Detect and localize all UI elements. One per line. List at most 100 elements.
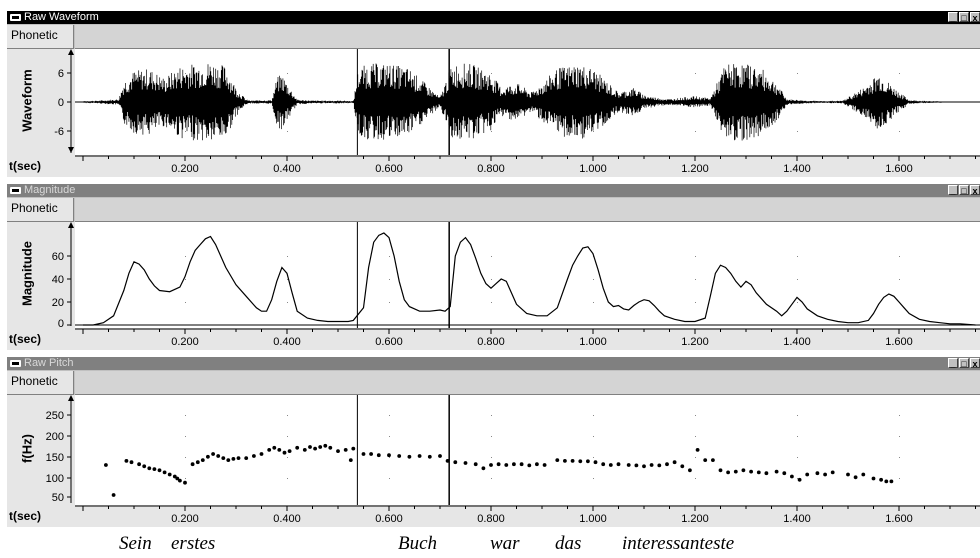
pitch-point: [871, 476, 876, 481]
pitch-point: [323, 443, 328, 448]
y-tick-label: 60: [52, 251, 64, 263]
pitch-point: [741, 468, 746, 473]
pitch-point: [797, 477, 802, 482]
pitch-point: [586, 459, 590, 464]
maximize-button[interactable]: □: [959, 358, 969, 369]
pitch-point: [282, 450, 287, 455]
pitch-point: [152, 467, 157, 471]
waveform-plot[interactable]: [75, 49, 980, 155]
word-label: Buch: [398, 533, 438, 554]
pitch-point: [343, 448, 348, 452]
pitch-point: [104, 463, 108, 467]
pitch-point: [195, 460, 200, 465]
pitch-point: [665, 462, 669, 467]
minimize-button[interactable]: _: [948, 12, 958, 23]
pitch-point: [504, 463, 509, 467]
waveform-titlebar[interactable]: Raw Waveform _ □ x: [7, 11, 980, 24]
x-tick-label: 1.400: [783, 513, 811, 525]
x-tick-label: 0.600: [375, 336, 403, 348]
pitch-point: [236, 456, 241, 460]
pitch-point: [749, 469, 753, 474]
x-tick-label: 1.400: [783, 336, 811, 348]
pitch-point: [200, 458, 205, 462]
x-axis-label: t(sec): [9, 332, 42, 346]
pitch-point: [680, 464, 685, 469]
close-button[interactable]: x: [970, 358, 980, 369]
close-button[interactable]: x: [970, 12, 980, 23]
pitch-point: [608, 463, 613, 467]
pitch-point: [318, 445, 323, 449]
maximize-button[interactable]: □: [959, 185, 969, 196]
pitch-point: [570, 459, 575, 463]
x-tick-label: 1.000: [579, 513, 607, 525]
pitch-point: [137, 462, 141, 467]
pitch-point: [376, 453, 381, 458]
window-icon: [10, 14, 21, 21]
window-icon: [10, 187, 21, 194]
pitch-y-axis: f(Hz) 250 200 150 100 50: [7, 395, 75, 505]
x-tick-label: 1.400: [783, 163, 811, 175]
pitch-titlebar[interactable]: Raw Pitch _ □ x: [7, 357, 980, 370]
pitch-point: [438, 454, 442, 458]
x-tick-label: 1.200: [681, 163, 709, 175]
pitch-point: [287, 449, 292, 453]
pitch-point: [846, 472, 850, 477]
pitch-point: [626, 463, 631, 467]
pitch-point: [703, 458, 708, 462]
grid-dots: [185, 415, 900, 479]
pitch-point: [473, 462, 478, 467]
pitch-point: [231, 457, 236, 461]
waveform-x-axis: t(sec) 0.200 0.400 0.600 0.800 1.000 1.200 1.4…: [7, 155, 980, 177]
x-tick-label: 0.800: [477, 163, 505, 175]
window-title: Raw Waveform: [24, 11, 99, 23]
y-tick-label: -6: [54, 126, 64, 138]
phonetic-track[interactable]: [75, 198, 980, 222]
pitch-point: [267, 448, 272, 452]
magnitude-plot[interactable]: [75, 222, 980, 328]
x-tick-label: 0.800: [477, 336, 505, 348]
pitch-point: [244, 456, 249, 460]
pitch-point: [481, 466, 486, 471]
x-tick-label: 1.600: [885, 513, 913, 525]
pitch-point: [711, 458, 715, 462]
maximize-button[interactable]: □: [959, 12, 969, 23]
phonetic-track[interactable]: [75, 371, 980, 395]
x-axis-label: t(sec): [9, 509, 42, 523]
pitch-point: [226, 458, 231, 462]
pitch-point: [162, 470, 167, 475]
word-label: das: [555, 533, 582, 554]
grid-dots: [185, 256, 900, 303]
pitch-point: [147, 466, 152, 471]
waveform-y-axis: Waveform 6 0 -6: [7, 49, 75, 155]
phonetic-label: Phonetic: [7, 25, 74, 49]
pitch-point: [351, 446, 356, 451]
close-button[interactable]: x: [970, 185, 980, 196]
x-tick-label: 0.200: [171, 336, 199, 348]
pitch-point: [178, 478, 182, 483]
y-tick-label: 50: [52, 492, 64, 504]
pitch-point: [183, 480, 187, 485]
minimize-button[interactable]: _: [948, 358, 958, 369]
y-tick-label: 200: [46, 431, 64, 443]
window-title: Raw Pitch: [24, 357, 74, 369]
pitch-point: [527, 463, 532, 468]
pitch-point: [142, 464, 147, 469]
pitch-plot[interactable]: [75, 395, 980, 505]
magnitude-titlebar[interactable]: Magnitude _ □ x: [7, 184, 980, 197]
pitch-point: [555, 458, 560, 462]
y-tick-label: 20: [52, 297, 64, 309]
pitch-point: [124, 459, 129, 463]
pitch-points: [104, 443, 894, 497]
pitch-point: [519, 462, 524, 467]
phonetic-row: Phonetic: [7, 198, 980, 222]
x-tick-label: 1.000: [579, 336, 607, 348]
phonetic-track[interactable]: [75, 25, 980, 49]
pitch-point: [252, 454, 256, 458]
pitch-point: [823, 472, 827, 477]
x-tick-label: 0.600: [375, 163, 403, 175]
minimize-button[interactable]: _: [948, 185, 958, 196]
word-label: Sein: [119, 533, 152, 554]
pitch-point: [308, 445, 312, 449]
x-tick-label: 0.800: [477, 513, 505, 525]
pitch-point: [563, 459, 567, 463]
